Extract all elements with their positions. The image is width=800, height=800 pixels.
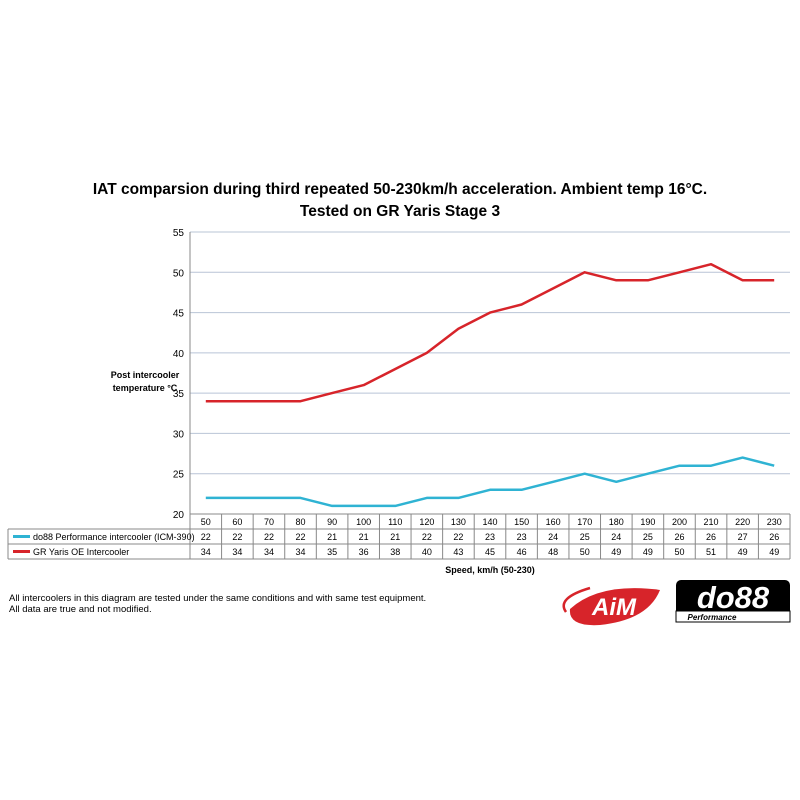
table-value-series-2: 49 (769, 547, 779, 557)
x-tick-label: 80 (296, 517, 306, 527)
table-value-series-1: 27 (738, 532, 748, 542)
x-tick-label: 50 (201, 517, 211, 527)
x-tick-label: 70 (264, 517, 274, 527)
table-value-series-1: 21 (390, 532, 400, 542)
do88-logo-subtext: Performance (688, 613, 737, 622)
y-tick-label: 35 (173, 389, 185, 400)
aim-logo-text: AiM (591, 594, 637, 621)
legend-label-series-1: do88 Performance intercooler (ICM-390) (33, 532, 195, 542)
table-value-series-2: 34 (296, 547, 306, 557)
table-value-series-1: 23 (517, 532, 527, 542)
table-value-series-2: 36 (359, 547, 369, 557)
x-tick-label: 160 (546, 517, 561, 527)
chart-title-line-1: IAT comparsion during third repeated 50-… (92, 181, 708, 198)
x-tick-label: 130 (451, 517, 466, 527)
table-value-series-2: 38 (390, 547, 400, 557)
table-value-series-1: 22 (264, 532, 274, 542)
aim-logo-shape (569, 588, 660, 626)
x-tick-label: 120 (419, 517, 434, 527)
x-tick-label: 140 (482, 517, 497, 527)
legend-label-series-2: GR Yaris OE Intercooler (33, 547, 129, 557)
table-value-series-1: 21 (359, 532, 369, 542)
x-tick-label: 110 (388, 517, 402, 527)
table-value-series-1: 26 (706, 532, 716, 542)
table-value-series-1: 22 (232, 532, 242, 542)
x-tick-label: 170 (577, 517, 592, 527)
x-tick-label: 150 (514, 517, 529, 527)
table-value-series-2: 49 (738, 547, 748, 557)
aim-logo-swoosh (562, 586, 591, 613)
y-tick-label: 50 (173, 268, 185, 279)
table-value-series-2: 48 (548, 547, 558, 557)
table-value-series-2: 49 (643, 547, 653, 557)
footnote-line-1: All intercoolers in this diagram are tes… (9, 593, 427, 604)
y-tick-label: 30 (173, 429, 185, 440)
series-line-2 (205, 262, 775, 403)
table-value-series-2: 46 (517, 547, 527, 557)
table-value-series-2: 51 (706, 547, 716, 557)
table-value-series-1: 24 (611, 532, 621, 542)
x-tick-label: 100 (356, 517, 371, 527)
y-tick-label: 45 (173, 309, 185, 320)
table-value-series-1: 24 (548, 532, 558, 542)
x-tick-label: 230 (767, 517, 782, 527)
y-tick-label: 55 (173, 228, 185, 239)
x-tick-label: 200 (672, 517, 687, 527)
table-value-series-2: 50 (580, 547, 590, 557)
x-axis-label: Speed, km/h (50-230) (445, 565, 535, 575)
table-value-series-1: 21 (327, 532, 337, 542)
table-value-series-1: 25 (580, 532, 590, 542)
series-line-1 (205, 456, 775, 508)
table-value-series-1: 26 (674, 532, 684, 542)
table-value-series-2: 40 (422, 547, 432, 557)
table-value-series-2: 34 (232, 547, 242, 557)
x-tick-label: 90 (327, 517, 337, 527)
table-value-series-2: 34 (264, 547, 274, 557)
table-value-series-1: 23 (485, 532, 495, 542)
do88-logo-band (675, 610, 791, 623)
table-value-series-2: 49 (611, 547, 621, 557)
table-value-series-2: 34 (201, 547, 211, 557)
table-value-series-2: 50 (674, 547, 684, 557)
table-value-series-1: 22 (453, 532, 463, 542)
table-value-series-2: 43 (453, 547, 463, 557)
x-tick-label: 220 (735, 517, 750, 527)
y-tick-label: 25 (173, 470, 185, 481)
y-tick-label: 40 (173, 349, 185, 360)
x-tick-label: 190 (640, 517, 655, 527)
table-value-series-2: 45 (485, 547, 495, 557)
x-tick-label: 210 (704, 517, 719, 527)
table-value-series-1: 25 (643, 532, 653, 542)
y-axis-label-line-1: Post intercooler (111, 370, 180, 380)
y-axis-label-line-2: temperature °C (113, 383, 178, 393)
x-tick-label: 180 (609, 517, 624, 527)
x-tick-label: 60 (232, 517, 242, 527)
chart-title-line-2: Tested on GR Yaris Stage 3 (299, 203, 501, 220)
footnote-line-2: All data are true and not modified. (9, 604, 152, 615)
do88-logo-text: do88 (697, 580, 770, 615)
table-value-series-2: 35 (327, 547, 337, 557)
table-value-series-1: 22 (422, 532, 432, 542)
table-value-series-1: 22 (201, 532, 211, 542)
table-value-series-1: 26 (769, 532, 779, 542)
table-value-series-1: 22 (296, 532, 306, 542)
y-tick-label: 20 (173, 510, 185, 521)
